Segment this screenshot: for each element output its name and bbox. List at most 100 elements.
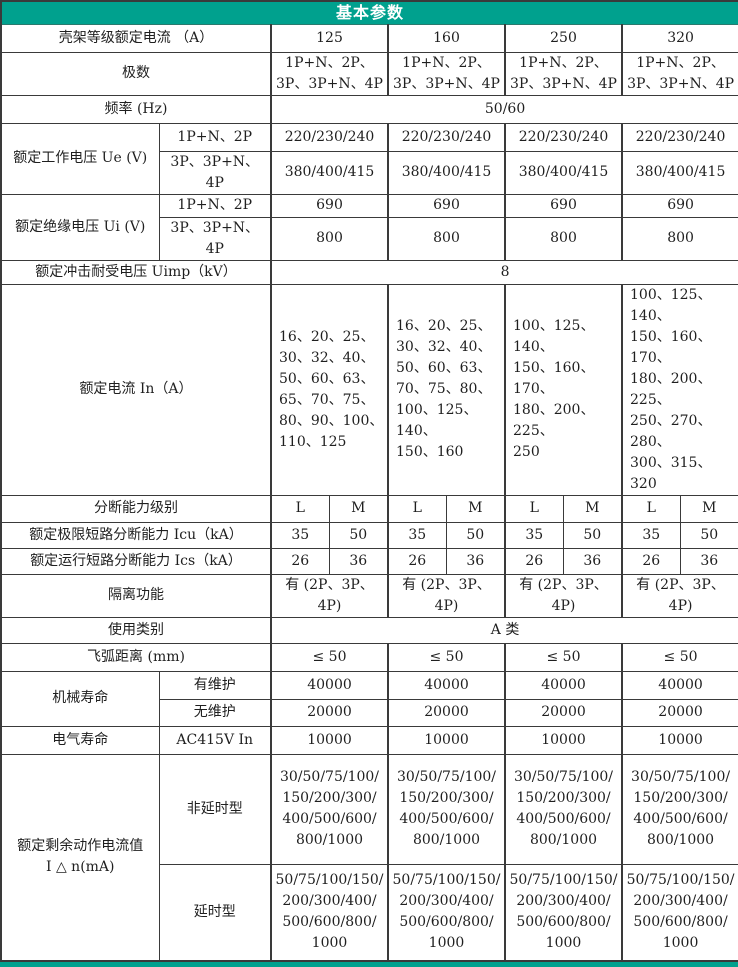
value-mech-with-col2: 40000: [387, 670, 506, 700]
value-elec-life-col1: 10000: [270, 725, 389, 755]
value-ics-4: 26: [504, 547, 564, 575]
label-ac415v-in: AC415V In: [158, 725, 272, 755]
value-arc-distance-col1: ≤ 50: [270, 642, 389, 672]
value-ics-2: 26: [387, 547, 447, 575]
value-level-7: M: [679, 494, 738, 523]
value-delay-col2: 50/75/100/150/ 200/300/400/ 500/600/800/…: [387, 863, 506, 962]
value-ue-3p4p-col3: 380/400/415: [504, 150, 623, 195]
value-arc-distance-col2: ≤ 50: [387, 642, 506, 672]
value-frame-current-320: 320: [620, 23, 738, 53]
value-ui-3p4p-col1: 800: [270, 216, 389, 261]
label-residual-current: 额定剩余动作电流值 I △ n(mA): [0, 753, 160, 962]
value-delay-col1: 50/75/100/150/ 200/300/400/ 500/600/800/…: [270, 863, 389, 962]
value-frame-current-125: 125: [270, 23, 389, 53]
value-isolation-col3: 有 (2P、3P、4P): [504, 573, 623, 618]
value-non-delay-col1: 30/50/75/100/ 150/200/300/ 400/500/600/ …: [270, 753, 389, 865]
value-rated-current-col2: 16、20、25、 30、32、40、 50、60、63、 70、75、80、 …: [387, 283, 506, 496]
value-ue-1p2p-col4: 220/230/240: [620, 122, 738, 152]
value-poles-col4: 1P+N、2P、 3P、3P+N、4P: [620, 51, 738, 96]
label-poles: 极数: [0, 51, 272, 96]
value-ue-3p4p-col1: 380/400/415: [270, 150, 389, 195]
value-delay-col3: 50/75/100/150/ 200/300/400/ 500/600/800/…: [504, 863, 623, 962]
value-ue-1p2p-col3: 220/230/240: [504, 122, 623, 152]
value-mech-with-col1: 40000: [270, 670, 389, 700]
value-frame-current-250: 250: [504, 23, 623, 53]
value-frequency: 50/60: [269, 94, 738, 124]
value-impulse-voltage: 8: [269, 259, 738, 285]
value-ue-3p4p-col4: 380/400/415: [620, 150, 738, 195]
label-insulation-voltage-1p2p: 1P+N、2P: [158, 193, 272, 218]
value-non-delay-col3: 30/50/75/100/ 150/200/300/ 400/500/600/ …: [504, 753, 623, 865]
value-mech-with-col4: 40000: [620, 670, 738, 700]
label-breaking-level: 分断能力级别: [0, 494, 272, 523]
label-delay-type: 延时型: [158, 863, 272, 962]
value-level-0: L: [270, 494, 330, 523]
value-ui-1p2p-col3: 690: [504, 193, 623, 218]
value-icu-7: 50: [679, 521, 738, 549]
value-usage-category: A 类: [269, 616, 738, 644]
value-poles-col1: 1P+N、2P、 3P、3P+N、4P: [270, 51, 389, 96]
value-ui-3p4p-col2: 800: [387, 216, 506, 261]
value-isolation-col1: 有 (2P、3P、4P): [270, 573, 389, 618]
value-level-6: L: [621, 494, 681, 523]
value-icu-4: 35: [504, 521, 564, 549]
value-level-2: L: [387, 494, 447, 523]
label-insulation-voltage-3p4p: 3P、3P+N、4P: [158, 216, 272, 261]
table-title-row: 基本参数: [0, 0, 738, 25]
accent-bottom-bar: [0, 962, 738, 967]
label-without-maintenance: 无维护: [158, 698, 272, 727]
label-rated-current: 额定电流 In（A）: [0, 283, 272, 496]
value-icu-3: 50: [445, 521, 506, 549]
value-elec-life-col3: 10000: [504, 725, 623, 755]
value-mech-without-col3: 20000: [504, 698, 623, 727]
value-mech-without-col1: 20000: [270, 698, 389, 727]
value-elec-life-col2: 10000: [387, 725, 506, 755]
label-working-voltage-1p2p: 1P+N、2P: [158, 122, 272, 152]
value-delay-col4: 50/75/100/150/ 200/300/400/ 500/600/800/…: [620, 863, 738, 962]
label-mechanical-life: 机械寿命: [0, 670, 160, 727]
value-ui-1p2p-col4: 690: [620, 193, 738, 218]
value-icu-5: 50: [562, 521, 623, 549]
value-ics-7: 36: [679, 547, 738, 575]
value-level-5: M: [562, 494, 623, 523]
value-poles-col2: 1P+N、2P、 3P、3P+N、4P: [387, 51, 506, 96]
label-usage-category: 使用类别: [0, 616, 272, 644]
value-elec-life-col4: 10000: [620, 725, 738, 755]
label-icu: 额定极限短路分断能力 Icu（kA）: [0, 521, 272, 549]
value-level-3: M: [445, 494, 506, 523]
value-icu-2: 35: [387, 521, 447, 549]
value-ics-1: 36: [328, 547, 389, 575]
value-ui-1p2p-col1: 690: [270, 193, 389, 218]
value-non-delay-col2: 30/50/75/100/ 150/200/300/ 400/500/600/ …: [387, 753, 506, 865]
label-arc-distance: 飞弧距离 (mm): [0, 642, 272, 672]
value-ue-3p4p-col2: 380/400/415: [387, 150, 506, 195]
value-isolation-col4: 有 (2P、3P、4P): [620, 573, 738, 618]
value-ics-3: 36: [445, 547, 506, 575]
label-insulation-voltage: 额定绝缘电压 Ui (V): [0, 193, 160, 261]
label-impulse-voltage: 额定冲击耐受电压 Uimp（kV）: [0, 259, 272, 285]
value-mech-without-col2: 20000: [387, 698, 506, 727]
value-rated-current-col1: 16、20、25、 30、32、40、 50、60、63、 65、70、75、 …: [270, 283, 389, 496]
label-with-maintenance: 有维护: [158, 670, 272, 700]
label-non-delay-type: 非延时型: [158, 753, 272, 865]
value-icu-0: 35: [270, 521, 330, 549]
value-ue-1p2p-col1: 220/230/240: [270, 122, 389, 152]
table-title: 基本参数: [0, 0, 738, 25]
value-ics-5: 36: [562, 547, 623, 575]
value-poles-col3: 1P+N、2P、 3P、3P+N、4P: [504, 51, 623, 96]
label-isolation: 隔离功能: [0, 573, 272, 618]
value-ui-1p2p-col2: 690: [387, 193, 506, 218]
value-non-delay-col4: 30/50/75/100/ 150/200/300/ 400/500/600/ …: [620, 753, 738, 865]
value-icu-6: 35: [621, 521, 681, 549]
value-ue-1p2p-col2: 220/230/240: [387, 122, 506, 152]
value-mech-with-col3: 40000: [504, 670, 623, 700]
label-frequency: 频率 (Hz): [0, 94, 272, 124]
value-arc-distance-col3: ≤ 50: [504, 642, 623, 672]
value-mech-without-col4: 20000: [620, 698, 738, 727]
label-frame-current: 壳架等级额定电流 （A）: [0, 23, 272, 53]
label-electrical-life: 电气寿命: [0, 725, 160, 755]
value-icu-1: 50: [328, 521, 389, 549]
value-arc-distance-col4: ≤ 50: [620, 642, 738, 672]
value-ui-3p4p-col3: 800: [504, 216, 623, 261]
